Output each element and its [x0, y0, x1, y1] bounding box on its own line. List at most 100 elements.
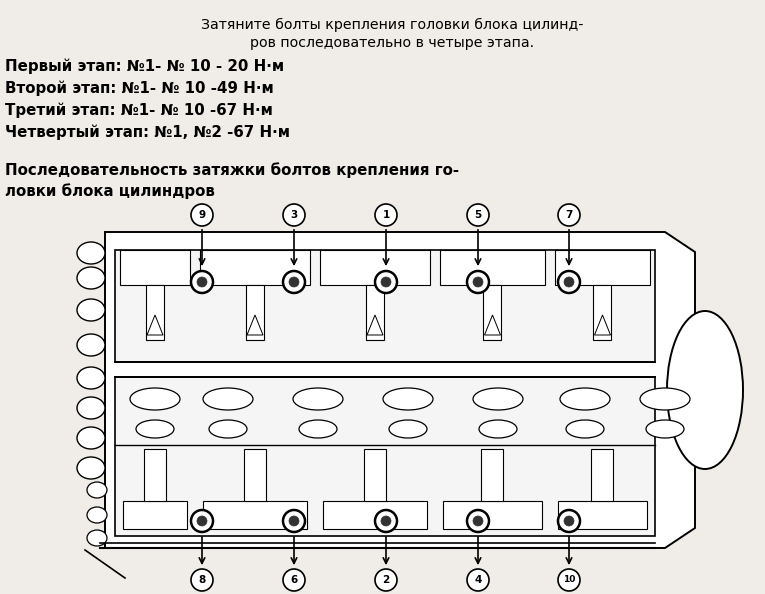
Text: Третий этап: №1- № 10 -67 Н·м: Третий этап: №1- № 10 -67 Н·м [5, 102, 273, 118]
Bar [146, 285, 164, 340]
Bar [483, 285, 502, 340]
Ellipse shape [77, 334, 105, 356]
Circle shape [191, 569, 213, 591]
Circle shape [564, 516, 574, 526]
Circle shape [558, 510, 580, 532]
Ellipse shape [87, 530, 107, 546]
Circle shape [473, 516, 483, 526]
Circle shape [197, 516, 207, 526]
Text: ров последовательно в четыре этапа.: ров последовательно в четыре этапа. [232, 36, 534, 50]
Bar [481, 449, 503, 501]
Circle shape [191, 204, 213, 226]
Ellipse shape [299, 420, 337, 438]
Text: 8: 8 [198, 575, 206, 585]
Circle shape [381, 277, 391, 287]
Ellipse shape [87, 482, 107, 498]
Text: 10: 10 [563, 576, 575, 584]
Bar [364, 449, 386, 501]
Text: Последовательность затяжки болтов крепления го-: Последовательность затяжки болтов крепле… [5, 162, 459, 178]
Circle shape [558, 271, 580, 293]
Ellipse shape [667, 311, 743, 469]
Text: Второй этап: №1- № 10 -49 Н·м: Второй этап: №1- № 10 -49 Н·м [5, 80, 274, 96]
Circle shape [467, 510, 489, 532]
Bar [246, 285, 264, 340]
Circle shape [283, 510, 305, 532]
Ellipse shape [473, 388, 523, 410]
Ellipse shape [130, 388, 180, 410]
Ellipse shape [77, 367, 105, 389]
Circle shape [467, 569, 489, 591]
Circle shape [289, 277, 299, 287]
Circle shape [558, 569, 580, 591]
Text: 3: 3 [291, 210, 298, 220]
Bar [558, 501, 647, 529]
Ellipse shape [566, 420, 604, 438]
Bar [594, 285, 611, 340]
Bar [440, 250, 545, 285]
Ellipse shape [77, 299, 105, 321]
Ellipse shape [383, 388, 433, 410]
Text: 4: 4 [474, 575, 482, 585]
Circle shape [381, 516, 391, 526]
Polygon shape [484, 315, 500, 335]
Ellipse shape [77, 457, 105, 479]
Circle shape [197, 277, 207, 287]
Text: 7: 7 [565, 210, 573, 220]
Polygon shape [367, 315, 383, 335]
Bar [200, 250, 310, 285]
Text: 2: 2 [382, 575, 389, 585]
Text: Четвертый этап: №1, №2 -67 Н·м: Четвертый этап: №1, №2 -67 Н·м [5, 124, 290, 140]
Bar [144, 449, 166, 501]
Text: ловки блока цилиндров: ловки блока цилиндров [5, 183, 215, 199]
Polygon shape [105, 232, 695, 548]
Ellipse shape [646, 420, 684, 438]
Bar [203, 501, 307, 529]
Bar [591, 449, 614, 501]
Circle shape [375, 271, 397, 293]
Bar [244, 449, 266, 501]
Circle shape [375, 510, 397, 532]
Ellipse shape [293, 388, 343, 410]
Ellipse shape [136, 420, 174, 438]
Ellipse shape [203, 388, 253, 410]
Ellipse shape [479, 420, 517, 438]
Ellipse shape [77, 267, 105, 289]
Circle shape [191, 271, 213, 293]
Circle shape [467, 204, 489, 226]
Bar [120, 250, 190, 285]
Circle shape [283, 569, 305, 591]
Bar [366, 285, 384, 340]
Bar [555, 250, 650, 285]
Bar [323, 501, 427, 529]
Text: 1: 1 [382, 210, 389, 220]
Circle shape [191, 510, 213, 532]
Circle shape [289, 516, 299, 526]
Ellipse shape [389, 420, 427, 438]
Ellipse shape [560, 388, 610, 410]
Text: 6: 6 [291, 575, 298, 585]
Bar [443, 501, 542, 529]
Circle shape [558, 204, 580, 226]
Circle shape [467, 271, 489, 293]
Text: 5: 5 [474, 210, 482, 220]
Polygon shape [247, 315, 263, 335]
Circle shape [375, 569, 397, 591]
Circle shape [473, 277, 483, 287]
Bar [123, 501, 187, 529]
Bar [320, 250, 430, 285]
Polygon shape [594, 315, 610, 335]
Ellipse shape [77, 427, 105, 449]
Ellipse shape [77, 242, 105, 264]
Circle shape [564, 277, 574, 287]
Text: Первый этап: №1- № 10 - 20 Н·м: Первый этап: №1- № 10 - 20 Н·м [5, 58, 284, 74]
Ellipse shape [77, 397, 105, 419]
Text: 9: 9 [198, 210, 206, 220]
Circle shape [375, 204, 397, 226]
Circle shape [283, 204, 305, 226]
Polygon shape [147, 315, 163, 335]
Ellipse shape [209, 420, 247, 438]
Text: Затяните болты крепления головки блока цилинд-: Затяните болты крепления головки блока ц… [183, 18, 583, 32]
Circle shape [283, 271, 305, 293]
Bar [115, 377, 655, 536]
Ellipse shape [87, 507, 107, 523]
